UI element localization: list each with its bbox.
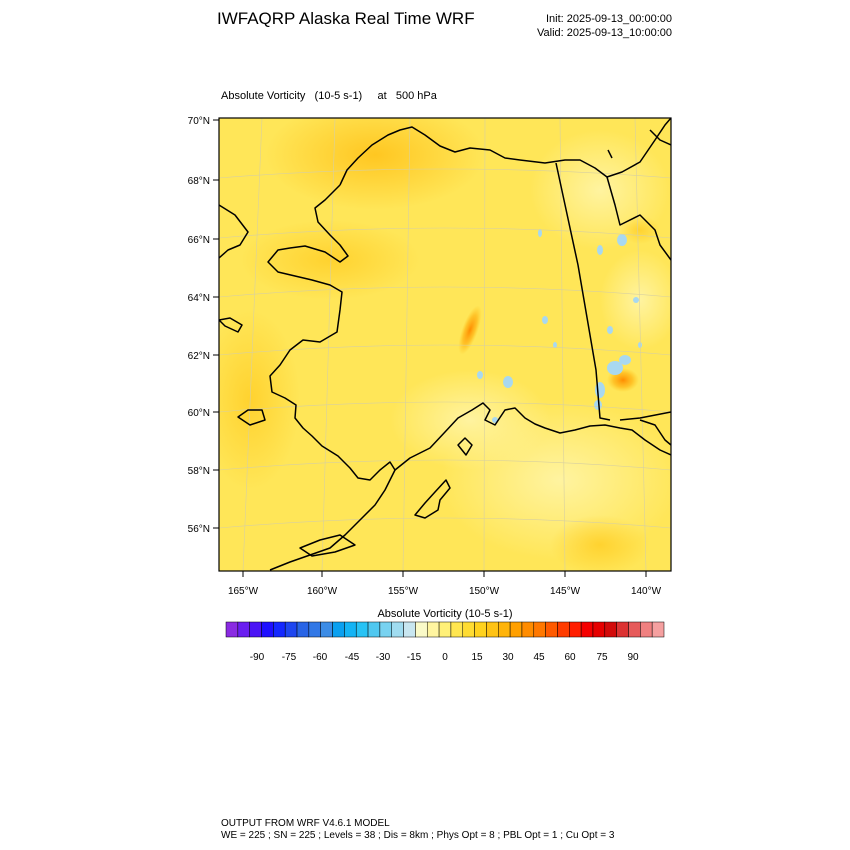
- vorticity-field: [219, 118, 671, 571]
- footer-model-line: OUTPUT FROM WRF V4.6.1 MODEL: [221, 818, 390, 829]
- map-frame: [218, 117, 672, 572]
- lat-label: 70°N: [188, 116, 210, 127]
- lat-label: 66°N: [188, 235, 210, 246]
- colorbar-tick-label: 60: [564, 652, 576, 663]
- init-time: Init: 2025-09-13_00:00:00: [546, 13, 672, 25]
- lon-label: 165°W: [228, 586, 259, 597]
- colorbar-cell: [628, 621, 641, 638]
- lon-label: 150°W: [469, 586, 500, 597]
- lat-label: 56°N: [188, 524, 210, 535]
- colorbar-cell: [344, 621, 357, 638]
- colorbar-cell: [308, 621, 321, 638]
- main-title: IWFAQRP Alaska Real Time WRF: [217, 9, 475, 28]
- colorbar-cell: [415, 621, 428, 638]
- coastlines: [219, 118, 671, 571]
- colorbar-cell: [438, 621, 452, 638]
- colorbar-tick-label: 90: [627, 652, 639, 663]
- lon-label: 160°W: [307, 586, 338, 597]
- colorbar-cell: [367, 621, 381, 638]
- colorbar-cell: [332, 621, 345, 638]
- colorbar-cell: [355, 621, 369, 638]
- lat-label: 64°N: [188, 293, 210, 304]
- colorbar-tick-label: 45: [533, 652, 545, 663]
- colorbar-cell: [651, 621, 665, 638]
- colorbar-cell: [498, 621, 511, 638]
- lat-label: 58°N: [188, 466, 210, 477]
- colorbar-cell: [545, 621, 558, 638]
- colorbar-tick-label: 0: [442, 652, 448, 663]
- colorbar-cell: [403, 621, 416, 638]
- colorbar-cell: [557, 621, 570, 638]
- colorbar-tick-label: -15: [407, 652, 422, 663]
- lat-label: 62°N: [188, 351, 210, 362]
- colorbar-cell: [225, 621, 239, 638]
- lon-label: 155°W: [388, 586, 419, 597]
- colorbar-tick-label: 30: [502, 652, 514, 663]
- colorbar-tick-label: -30: [376, 652, 391, 663]
- colorbar-cell: [296, 621, 310, 638]
- colorbar-cell: [379, 621, 392, 638]
- plot-subtitle: Absolute Vorticity (10-5 s-1) at 500 hPa: [221, 90, 437, 102]
- colorbar-cell: [474, 621, 487, 638]
- colorbar-cell: [569, 621, 582, 638]
- colorbar-cell: [592, 621, 606, 638]
- colorbar-tick-label: 15: [471, 652, 483, 663]
- colorbar-cell: [391, 621, 404, 638]
- colorbar-cell: [237, 621, 250, 638]
- colorbar-cell: [249, 621, 262, 638]
- colorbar-cell: [616, 621, 629, 638]
- colorbar-tick-label: -60: [313, 652, 328, 663]
- colorbar: [225, 621, 665, 638]
- lon-label: 140°W: [631, 586, 662, 597]
- colorbar-cell: [273, 621, 286, 638]
- colorbar-cell: [284, 621, 298, 638]
- lat-label: 60°N: [188, 408, 210, 419]
- colorbar-cell: [640, 621, 653, 638]
- colorbar-title: Absolute Vorticity (10-5 s-1): [377, 608, 512, 620]
- colorbar-cell: [462, 621, 475, 638]
- lat-label: 68°N: [188, 176, 210, 187]
- colorbar-tick-label: 75: [596, 652, 608, 663]
- colorbar-tick-label: -75: [282, 652, 297, 663]
- footer-options-line: WE = 225 ; SN = 225 ; Levels = 38 ; Dis …: [221, 830, 615, 841]
- colorbar-cell: [320, 621, 333, 638]
- colorbar-cell: [426, 621, 440, 638]
- colorbar-cell: [533, 621, 546, 638]
- colorbar-cell: [509, 621, 523, 638]
- colorbar-cell: [450, 621, 464, 638]
- colorbar-cell: [521, 621, 535, 638]
- colorbar-cell: [486, 621, 499, 638]
- lon-label: 145°W: [550, 586, 581, 597]
- colorbar-cell: [580, 621, 594, 638]
- colorbar-cell: [261, 621, 274, 638]
- colorbar-tick-label: -90: [250, 652, 265, 663]
- valid-time: Valid: 2025-09-13_10:00:00: [537, 27, 672, 39]
- axis-ticks: [213, 119, 647, 577]
- graticule: [219, 118, 671, 571]
- colorbar-tick-label: -45: [345, 652, 360, 663]
- colorbar-cell: [604, 621, 617, 638]
